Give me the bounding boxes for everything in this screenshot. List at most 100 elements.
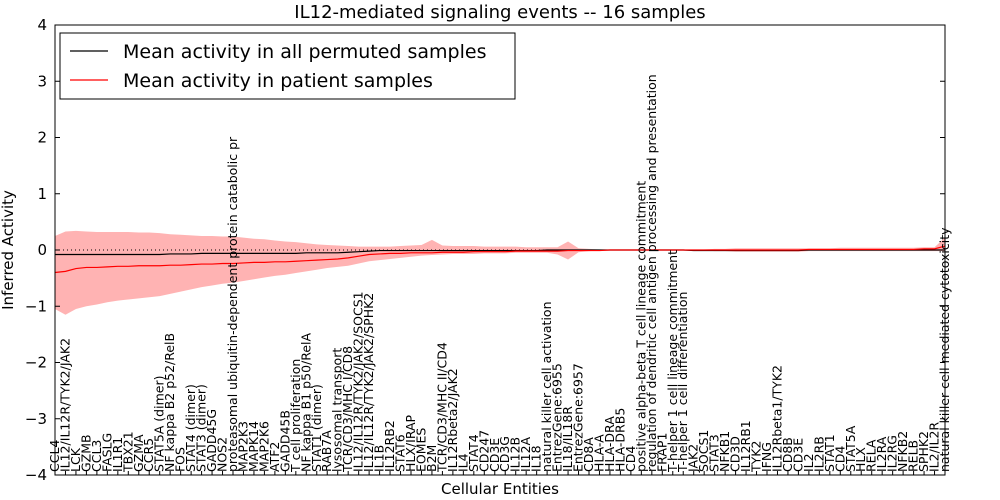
x-tick-label: TBX21	[120, 431, 135, 473]
x-tick-label: GZMA	[131, 434, 146, 472]
x-tick-label: NF kappa B2 p52/RelB	[162, 333, 177, 472]
x-tick-label: HLX/IRAP	[403, 414, 418, 472]
x-tick-label: IL18/IL18R	[560, 406, 575, 472]
x-tick-label: NFKB1	[717, 431, 732, 472]
x-tick-label: lysosomal transport	[330, 348, 345, 472]
x-tick-label: MAP2K3	[235, 421, 250, 472]
x-tick-label: STAT5A (dimer)	[152, 376, 167, 472]
x-tick-label: CCL3	[89, 440, 104, 472]
x-tick-label: GZMB	[78, 434, 93, 472]
y-tick-label: −1	[25, 297, 47, 315]
x-tick-label: CD3G	[497, 436, 512, 472]
x-tick-label: IL1R1	[110, 437, 125, 472]
x-tick-label: STAT1	[822, 434, 837, 472]
x-tick-label: MAP2K6	[256, 421, 271, 472]
y-tick-label: −2	[25, 354, 47, 372]
x-tick-label: regulation of dendritic cell antigen pro…	[644, 74, 659, 472]
x-tick-label: IL12B	[508, 437, 523, 472]
x-axis-title: Cellular Entities	[441, 480, 559, 498]
x-tick-label: CD3D	[728, 436, 743, 472]
x-tick-label: IL12Rbeta1/TYK2	[769, 365, 784, 472]
legend-label: Mean activity in patient samples	[123, 70, 433, 92]
x-tick-label: NF kappa B1 p50/RelA	[298, 332, 313, 472]
x-tick-label: EOMES	[413, 428, 428, 472]
x-tick-label: IL12/IL12R/TYK2/JAK2	[57, 338, 72, 472]
x-tick-label: IL4	[455, 453, 470, 472]
x-tick-label: HLA-DRA	[602, 416, 617, 472]
x-tick-label: HLA-A	[591, 434, 606, 472]
x-tick-label: IFNG	[759, 442, 774, 472]
x-tick-label: T cell proliferation	[288, 359, 303, 473]
y-tick-label: 4	[37, 16, 47, 34]
x-tick-label: GADD45G	[204, 409, 219, 472]
x-tick-label: T-helper 1 cell differentiation	[675, 292, 690, 473]
patient-mean-line	[54, 245, 946, 274]
x-tick-label: TCR/CD3/MHC II/CD4	[434, 342, 449, 473]
x-tick-label: RELA	[864, 439, 879, 472]
x-tick-label: STAT6	[393, 434, 408, 472]
x-tick-label: IL2RG	[885, 435, 900, 472]
x-tick-label: IL2/IL2R	[927, 422, 942, 472]
x-tick-label: GADD45B	[277, 410, 292, 472]
x-tick-label: SOCS1	[696, 430, 711, 472]
x-tick-label: IL2	[801, 453, 816, 472]
y-tick-label: 1	[37, 185, 47, 203]
x-tick-label: STAT5A	[843, 425, 858, 472]
x-tick-label: CD8B	[780, 437, 795, 472]
x-tick-label: natural killer cell mediated cytotoxicit…	[937, 227, 952, 472]
x-tick-label: NFKB2	[895, 431, 910, 472]
x-tick-label: proteasomal ubiquitin-dependent protein …	[225, 136, 240, 472]
x-tick-label: EntrezGene:6957	[571, 363, 586, 472]
x-tick-label: CD4	[623, 446, 638, 472]
x-tick-label: CD8A	[581, 437, 596, 472]
x-tick-label: TYK2	[749, 441, 764, 473]
x-tick-label: FASLG	[99, 433, 114, 472]
x-tick-label: HLX	[853, 447, 868, 472]
x-tick-label: IL12/IL12R/TYK2/JAK2/SPHK2	[361, 293, 376, 472]
y-tick-label: −3	[25, 410, 47, 428]
x-tick-label: IL18	[529, 445, 544, 472]
x-tick-label: positive alpha-beta T cell lineage commi…	[633, 181, 648, 472]
x-tick-label: RAB7A	[319, 430, 334, 472]
x-tick-label: MAPK14	[246, 421, 261, 472]
x-tick-label: CCL4	[47, 440, 62, 472]
x-tick-label: FRAP1	[654, 433, 669, 472]
legend-label: Mean activity in all permuted samples	[123, 41, 486, 63]
y-tick-label: −4	[25, 466, 47, 484]
x-tick-label: RELB	[906, 440, 921, 472]
x-tick-label: CD4	[832, 446, 847, 472]
y-tick-label: 2	[37, 129, 47, 147]
x-tick-label: STAT3	[707, 434, 722, 472]
x-tick-label: CD3E	[487, 438, 502, 472]
x-tick-label: STAT4 (dimer)	[183, 384, 198, 472]
x-tick-label: CD3E	[790, 438, 805, 472]
legend-box	[59, 32, 516, 100]
x-tick-label: ATF2	[267, 442, 282, 472]
x-tick-label: IL1B	[372, 445, 387, 472]
x-tick-label: IL12RB1	[738, 420, 753, 472]
x-tick-label: IL12RB2	[382, 420, 397, 472]
plot-area: −4 −3 −2 −1 0 1 2 3 4 CCL4IL12/IL12R/TYK2/JAK2LCK…	[25, 16, 952, 484]
x-tick-label: STAT4	[466, 434, 481, 472]
y-axis-title: Inferred Activity	[0, 190, 17, 310]
spread-band	[55, 230, 945, 315]
y-tick-label: 3	[37, 72, 47, 90]
y-tick-label: 0	[37, 241, 47, 259]
x-tick-label: FOS	[173, 447, 188, 472]
x-tick-label: STAT1 (dimer)	[309, 384, 324, 472]
x-tick-label: TCR/CD3/MHC I/CD8	[340, 346, 355, 473]
chart-title: IL12-mediated signaling events -- 16 sam…	[294, 2, 705, 23]
x-tick-label: EntrezGene:6955	[550, 363, 565, 472]
x-tick-label: B2M	[424, 445, 439, 472]
x-tick-label: NOS2	[215, 437, 230, 472]
x-tick-label: IL12/IL12R/TYK2/JAK2/SOCS1	[351, 291, 366, 472]
x-tick-label: IL2RA	[874, 436, 889, 472]
x-tick-label: SPHK2	[916, 431, 931, 472]
x-tick-label: CD247	[476, 430, 491, 472]
x-tick-label: T-helper 1 cell lineage commitment	[665, 250, 680, 473]
x-tick-label: HLA-DRB5	[612, 408, 627, 472]
x-tick-label: IL12Rbeta2/JAK2	[445, 368, 460, 472]
x-tick-label: CCR5	[141, 438, 156, 472]
x-tick-label: JAK2	[686, 444, 701, 473]
